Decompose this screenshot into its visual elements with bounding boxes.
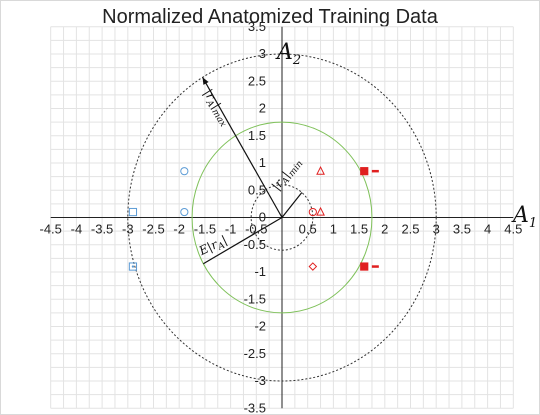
marker-square-dot (131, 265, 135, 268)
circle-mean (191, 121, 373, 314)
marker-triangle (316, 165, 325, 175)
y-tick-label: -3.5 (244, 400, 266, 415)
y-tick-label: 1 (259, 155, 266, 170)
y-axis-label: A2 (275, 40, 301, 68)
x-tick-label: -4.5 (39, 222, 61, 237)
y-tick-label: 3 (259, 46, 266, 61)
y-tick-label: 1.5 (248, 128, 266, 143)
y-tick-label: 0.5 (248, 182, 266, 197)
marker-square-filled (360, 167, 369, 176)
radius-line-min (281, 192, 303, 218)
circle-max (127, 53, 437, 382)
x-tick-label: -4 (71, 222, 83, 237)
x-tick-label: 1 (330, 222, 337, 237)
y-tick-label: -3 (254, 373, 266, 388)
y-tick-label: -2 (254, 319, 266, 334)
x-tick-label: 3 (433, 222, 440, 237)
marker-diamond (308, 262, 318, 271)
annotation-r-min: |rA|min (269, 155, 306, 195)
x-tick-label: 0.5 (299, 222, 317, 237)
marker-triangle (316, 206, 325, 216)
x-tick-label: -3 (122, 222, 134, 237)
marker-square (128, 207, 138, 217)
marker-circle (180, 207, 189, 217)
marker-circle (180, 167, 189, 176)
x-tick-label: 4 (484, 222, 491, 237)
x-tick-label: -1.5 (194, 222, 216, 237)
x-tick-label: -3.5 (91, 222, 113, 237)
y-tick-label: 3.5 (248, 19, 266, 34)
x-tick-label: 4.5 (504, 222, 522, 237)
y-tick-label: 0 (259, 210, 266, 225)
radius-line-max (202, 77, 283, 218)
y-tick-label: 2 (259, 101, 266, 116)
x-tick-label: -0.5 (245, 222, 267, 237)
x-tick-label: -2 (173, 222, 185, 237)
marker-square (128, 262, 138, 271)
marker-square-filled (360, 262, 369, 271)
radius-line-max-arrowhead (202, 77, 209, 85)
x-tick-label: -1 (225, 222, 237, 237)
y-tick-label: -2.5 (244, 346, 266, 361)
circle-min (250, 184, 314, 251)
radius-line-mean (203, 216, 283, 265)
annotation-e-r-mean: E|rA| (196, 233, 231, 261)
marker-circle (308, 207, 317, 217)
y-tick-label: -1.5 (244, 291, 266, 306)
y-tick-label: 2.5 (248, 73, 266, 88)
x-axis-label: A1 (511, 203, 537, 231)
y-tick-label: -0.5 (244, 237, 266, 252)
x-tick-label: 1.5 (350, 222, 368, 237)
x-tick-label: 2 (381, 222, 388, 237)
x-tick-label: -2.5 (142, 222, 164, 237)
x-tick-label: 3.5 (453, 222, 471, 237)
x-tick-label: 2.5 (401, 222, 419, 237)
y-tick-label: -1 (254, 264, 266, 279)
chart-title: Normalized Anatomized Training Data (102, 6, 438, 28)
